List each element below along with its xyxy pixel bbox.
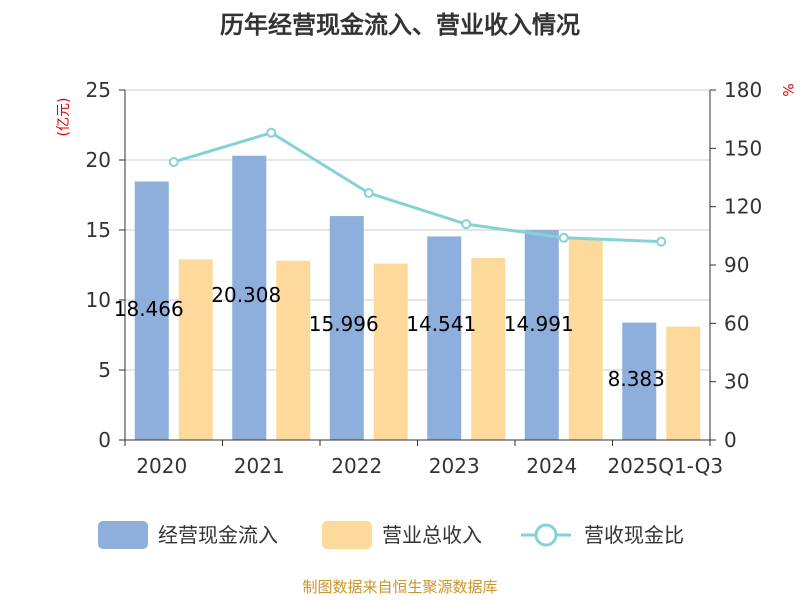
grid-lines xyxy=(125,89,710,371)
legend-marker-ratio xyxy=(534,523,558,547)
ratio-point xyxy=(656,236,667,247)
legend-label-ratio: 营收现金比 xyxy=(584,523,684,547)
legend-swatch-cash-inflow xyxy=(98,521,148,549)
x-axis-tick-label: 2020 xyxy=(136,454,187,478)
x-axis-tick-label: 2022 xyxy=(331,454,382,478)
bar-data-label: 14.991 xyxy=(504,312,574,336)
left-axis-tick-label: 15 xyxy=(86,218,111,242)
legend: 经营现金流入 营业总收入 营收现金比 xyxy=(98,521,684,549)
ratio-point xyxy=(558,232,569,243)
right-axis-tick-label: 180 xyxy=(724,78,762,102)
left-axis-tick-label: 20 xyxy=(86,148,111,172)
bars xyxy=(134,155,701,441)
bar-operating-cash-inflow xyxy=(524,230,559,440)
right-axis-tick-label: 0 xyxy=(724,428,737,452)
ratio-point xyxy=(168,156,179,167)
x-axis-tick-label: 2024 xyxy=(526,454,577,478)
bar-operating-cash-inflow xyxy=(427,236,462,440)
bar-total-revenue xyxy=(666,326,701,440)
ratio-line-path xyxy=(173,131,662,244)
chart-title: 历年经营现金流入、营业收入情况 xyxy=(220,11,580,39)
axes: 0 5 10 15 20 25 0 30 60 90 120 150 180 2020 2021 2022 20… xyxy=(86,78,763,478)
bar-operating-cash-inflow xyxy=(134,181,169,440)
right-axis-tick-label: 150 xyxy=(724,136,762,160)
ratio-point xyxy=(363,188,374,199)
bar-data-label: 8.383 xyxy=(608,367,665,391)
bar-data-label: 14.541 xyxy=(406,312,476,336)
bar-total-revenue xyxy=(276,260,311,440)
x-axis-tick-label: 2021 xyxy=(234,454,285,478)
right-axis-unit: % xyxy=(779,83,795,96)
bar-total-revenue xyxy=(178,259,213,440)
bar-labels: 18.466 20.308 15.996 14.541 14.991 8.383 xyxy=(114,283,665,391)
left-axis-tick-label: 5 xyxy=(98,358,111,382)
legend-label-total-revenue: 营业总收入 xyxy=(382,523,482,547)
ratio-point xyxy=(266,127,277,138)
left-axis-tick-label: 0 xyxy=(98,428,111,452)
ratio-line xyxy=(168,127,667,247)
legend-label-cash-inflow: 经营现金流入 xyxy=(158,523,278,547)
bar-data-label: 20.308 xyxy=(211,283,281,307)
left-axis-unit: (亿元) xyxy=(56,98,72,137)
bar-total-revenue xyxy=(568,238,603,440)
legend-swatch-total-revenue xyxy=(322,521,372,549)
bar-total-revenue xyxy=(471,258,506,440)
right-axis-tick-label: 30 xyxy=(724,370,749,394)
bar-data-label: 15.996 xyxy=(309,312,379,336)
source-note: 制图数据来自恒生聚源数据库 xyxy=(302,578,497,596)
x-axis-tick-label: 2025Q1-Q3 xyxy=(607,454,723,478)
right-axis-tick-label: 60 xyxy=(724,311,749,335)
left-axis-tick-label: 25 xyxy=(86,78,111,102)
bar-operating-cash-inflow xyxy=(329,216,364,440)
bar-data-label: 18.466 xyxy=(114,297,184,321)
x-axis-tick-label: 2023 xyxy=(429,454,480,478)
ratio-point xyxy=(461,219,472,230)
bar-total-revenue xyxy=(373,263,408,440)
left-axis-tick-label: 10 xyxy=(86,288,111,312)
bar-operating-cash-inflow xyxy=(622,322,657,440)
bar-operating-cash-inflow xyxy=(232,155,267,441)
right-axis-tick-label: 120 xyxy=(724,195,762,219)
right-axis-tick-label: 90 xyxy=(724,253,749,277)
